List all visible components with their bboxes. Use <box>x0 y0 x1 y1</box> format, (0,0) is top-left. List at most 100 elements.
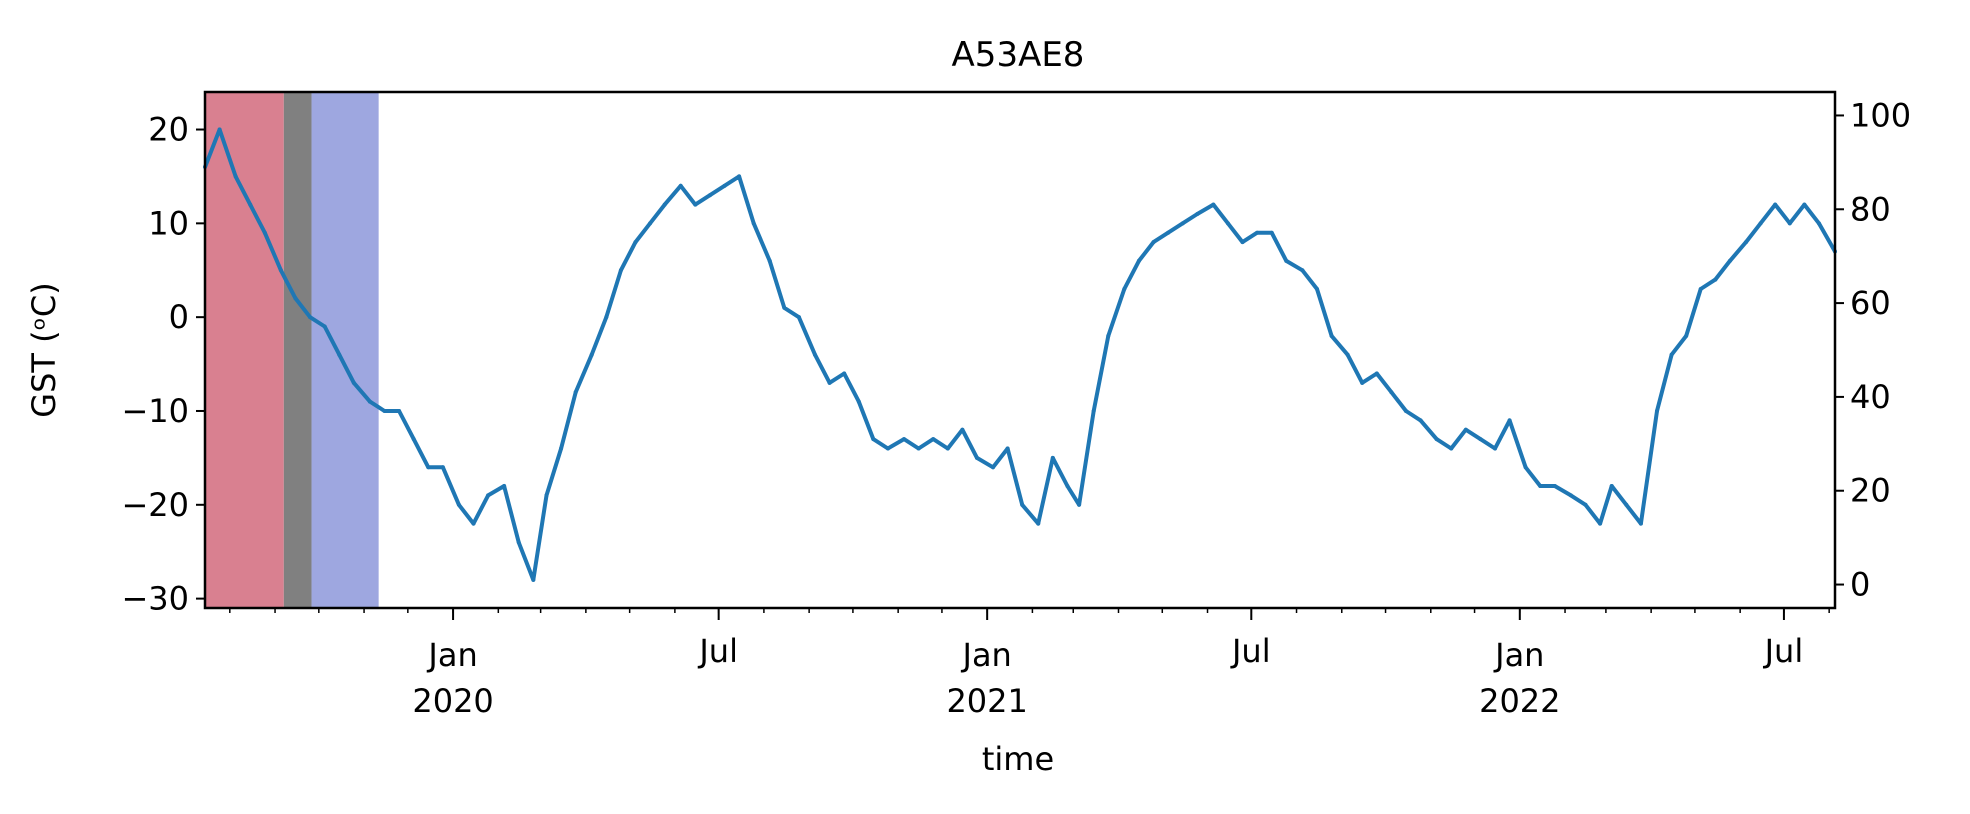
data-point <box>1816 221 1821 226</box>
data-point <box>1758 221 1763 226</box>
data-point <box>827 380 832 385</box>
data-point <box>693 202 698 207</box>
data-point <box>308 315 313 320</box>
data-point <box>1624 502 1629 507</box>
x-tick-label: Jul <box>1763 632 1804 670</box>
data-point <box>1166 230 1171 235</box>
x-tick-label: Jul <box>1230 632 1271 670</box>
data-point <box>991 465 996 470</box>
y-tick-label: 0 <box>169 298 189 336</box>
data-point <box>531 577 536 582</box>
y2-tick-label: 60 <box>1850 284 1891 322</box>
data-point <box>1300 268 1305 273</box>
data-point <box>516 540 521 545</box>
data-point <box>293 296 298 301</box>
data-point <box>1329 333 1334 338</box>
y2-tick-label: 0 <box>1850 566 1870 604</box>
data-point <box>1195 211 1200 216</box>
data-point <box>722 183 727 188</box>
data-point <box>559 446 564 451</box>
data-point <box>707 193 712 198</box>
data-point <box>1478 437 1483 442</box>
data-point <box>1036 521 1041 526</box>
data-point <box>1255 230 1260 235</box>
data-point <box>1743 240 1748 245</box>
data-point <box>426 465 431 470</box>
data-point <box>1669 352 1674 357</box>
y2-tick-label: 80 <box>1850 190 1891 228</box>
data-point <box>456 502 461 507</box>
data-point <box>901 437 906 442</box>
data-point <box>812 352 817 357</box>
data-point <box>1151 240 1156 245</box>
data-point <box>1609 484 1614 489</box>
data-point <box>1005 446 1010 451</box>
data-point <box>1727 258 1732 263</box>
data-point <box>1684 333 1689 338</box>
data-point <box>544 493 549 498</box>
data-point <box>737 174 742 179</box>
data-point <box>397 408 402 413</box>
data-point <box>618 268 623 273</box>
data-point <box>782 305 787 310</box>
data-point <box>1773 202 1778 207</box>
data-point <box>1180 221 1185 226</box>
data-point <box>351 380 356 385</box>
chart-title: A53AE8 <box>952 35 1085 75</box>
data-point <box>871 437 876 442</box>
x-tick-label: Jul <box>697 632 738 670</box>
data-point <box>1374 371 1379 376</box>
data-point <box>751 221 756 226</box>
data-point <box>604 315 609 320</box>
data-point <box>633 240 638 245</box>
data-point <box>248 202 253 207</box>
data-point <box>678 183 683 188</box>
data-point <box>1269 230 1274 235</box>
data-point <box>1136 258 1141 263</box>
data-point <box>233 174 238 179</box>
y-tick-label: 20 <box>148 111 189 149</box>
series-line-1 <box>203 127 1837 582</box>
data-point <box>945 446 950 451</box>
data-point <box>1698 287 1703 292</box>
y-tick-label: 10 <box>148 204 189 242</box>
data-point <box>1598 521 1603 526</box>
data-point <box>502 484 507 489</box>
data-point <box>1360 380 1365 385</box>
data-point <box>278 268 283 273</box>
x-tick-year-label: 2020 <box>412 682 493 720</box>
shaded-span-2 <box>283 92 312 608</box>
y2-tick-label: 100 <box>1850 96 1911 134</box>
data-point <box>1463 427 1468 432</box>
data-point <box>367 399 372 404</box>
x-tick-year-label: 2021 <box>946 682 1027 720</box>
data-point <box>648 221 653 226</box>
data-point <box>1065 484 1070 489</box>
shaded-span-3 <box>311 92 379 608</box>
data-point <box>1654 408 1659 413</box>
y-tick-label: −10 <box>121 392 189 430</box>
data-point <box>322 324 327 329</box>
y2-tick-label: 20 <box>1850 472 1891 510</box>
data-point <box>1240 240 1245 245</box>
data-point <box>1523 465 1528 470</box>
y2-tick-label: 40 <box>1850 378 1891 416</box>
data-point <box>589 352 594 357</box>
y-tick-label: −30 <box>121 580 189 618</box>
data-point <box>1314 287 1319 292</box>
data-point <box>1418 418 1423 423</box>
data-point <box>262 230 267 235</box>
data-point <box>1492 446 1497 451</box>
data-point <box>1552 484 1557 489</box>
data-point <box>1802 202 1807 207</box>
data-point <box>1583 502 1588 507</box>
data-point <box>931 437 936 442</box>
data-point <box>1507 418 1512 423</box>
data-point <box>1638 521 1643 526</box>
data-point <box>1077 502 1082 507</box>
data-point <box>1020 502 1025 507</box>
x-tick-label: Jan <box>961 636 1012 674</box>
data-point <box>1713 277 1718 282</box>
data-point <box>411 437 416 442</box>
